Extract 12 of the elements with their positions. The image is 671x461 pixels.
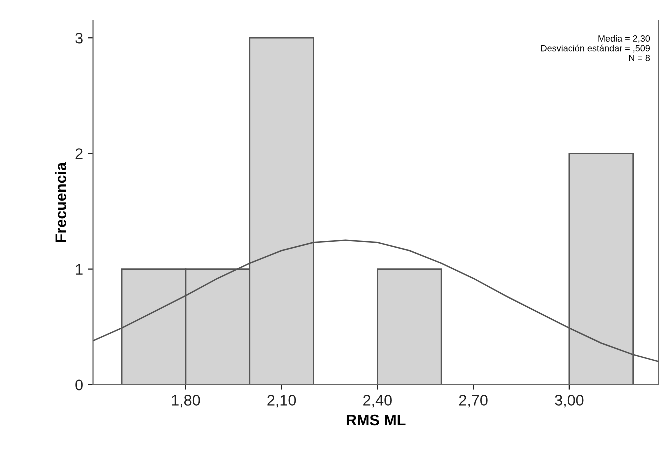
y-tick-label: 2	[76, 148, 83, 160]
x-tick-label: 1,80	[172, 395, 200, 408]
x-tick-label: 2,70	[459, 395, 488, 408]
x-axis-title: RMS ML	[346, 414, 406, 426]
x-tick-label: 3,00	[555, 395, 584, 408]
annotation: Media = 2,30 Desviación estándar = ,509 N = 8	[542, 35, 650, 62]
x-tick-label: 2,40	[364, 395, 392, 408]
y-axis-title: Frecuencia	[55, 162, 66, 242]
y-tick-label: 3	[76, 32, 83, 44]
x-tick-label: 2,10	[268, 395, 296, 408]
y-tick-label: 0	[76, 380, 83, 391]
y-tick-label: 1	[76, 264, 83, 275]
